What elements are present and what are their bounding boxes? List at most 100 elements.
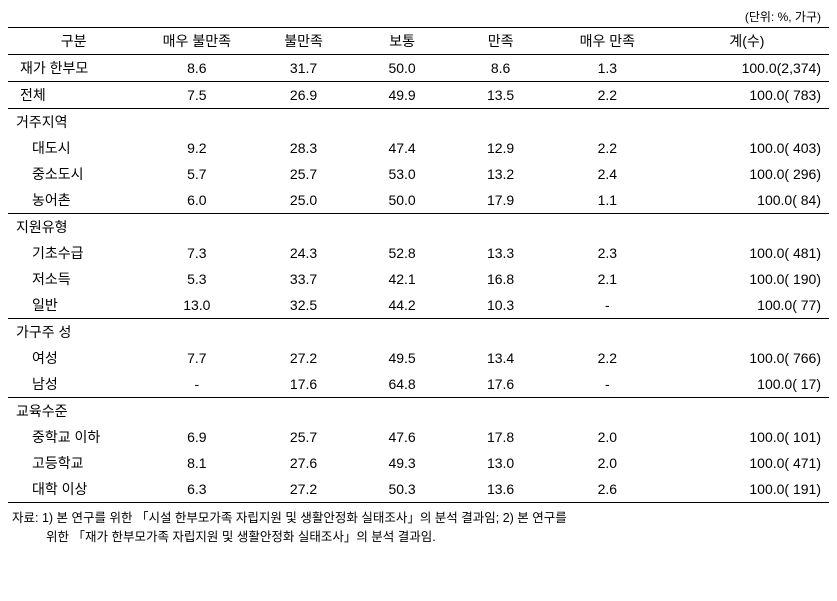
cell-satisfied: 17.6: [451, 371, 550, 398]
cell-satisfied: 13.3: [451, 240, 550, 266]
cell-total: 100.0( 766): [665, 345, 829, 371]
cell-label: 중소도시: [8, 161, 139, 187]
cell-very-satisfied: 2.1: [550, 266, 665, 292]
section-header-row: 지원유형: [8, 214, 829, 241]
cell-total: 100.0( 783): [665, 82, 829, 109]
cell-very-satisfied: -: [550, 292, 665, 319]
cell-dissatisfied: 25.0: [254, 187, 353, 214]
cell-satisfied: 17.9: [451, 187, 550, 214]
cell-neutral: 49.5: [353, 345, 452, 371]
table-row: 남성-17.664.817.6-100.0( 17): [8, 371, 829, 398]
cell-dissatisfied: 27.6: [254, 450, 353, 476]
cell-neutral: 52.8: [353, 240, 452, 266]
cell-dissatisfied: 25.7: [254, 424, 353, 450]
cell-very-satisfied: 1.1: [550, 187, 665, 214]
cell-very-satisfied: 2.0: [550, 424, 665, 450]
cell-total: 100.0( 101): [665, 424, 829, 450]
cell-total: 100.0( 84): [665, 187, 829, 214]
cell-total: 100.0( 191): [665, 476, 829, 503]
cell-dissatisfied: 31.7: [254, 55, 353, 82]
cell-very-satisfied: 2.3: [550, 240, 665, 266]
cell-very-dissatisfied: 9.2: [139, 135, 254, 161]
unit-label: (단위: %, 가구): [8, 8, 829, 25]
cell-total: 100.0( 481): [665, 240, 829, 266]
cell-satisfied: 8.6: [451, 55, 550, 82]
cell-satisfied: 10.3: [451, 292, 550, 319]
table-row: 재가 한부모8.631.750.08.61.3100.0(2,374): [8, 55, 829, 82]
table-row: 일반13.032.544.210.3-100.0( 77): [8, 292, 829, 319]
cell-label: 남성: [8, 371, 139, 398]
cell-dissatisfied: 32.5: [254, 292, 353, 319]
footnote-line2: 위한 「재가 한부모가족 자립지원 및 생활안정화 실태조사」의 분석 결과임.: [12, 530, 436, 544]
cell-satisfied: 13.2: [451, 161, 550, 187]
cell-dissatisfied: 28.3: [254, 135, 353, 161]
cell-neutral: 49.9: [353, 82, 452, 109]
cell-very-satisfied: 2.0: [550, 450, 665, 476]
cell-very-satisfied: -: [550, 371, 665, 398]
section-header-row: 교육수준: [8, 398, 829, 425]
header-neutral: 보통: [353, 28, 452, 55]
cell-total: 100.0( 190): [665, 266, 829, 292]
header-dissatisfied: 불만족: [254, 28, 353, 55]
table-row: 저소득5.333.742.116.82.1100.0( 190): [8, 266, 829, 292]
cell-label: 대학 이상: [8, 476, 139, 503]
cell-neutral: 50.0: [353, 187, 452, 214]
cell-neutral: 50.3: [353, 476, 452, 503]
cell-neutral: 50.0: [353, 55, 452, 82]
cell-dissatisfied: 27.2: [254, 345, 353, 371]
cell-label: 일반: [8, 292, 139, 319]
header-satisfied: 만족: [451, 28, 550, 55]
cell-total: 100.0( 77): [665, 292, 829, 319]
cell-very-dissatisfied: 7.3: [139, 240, 254, 266]
footnote: 자료: 1) 본 연구를 위한 「시설 한부모가족 자립지원 및 생활안정화 실…: [8, 509, 829, 547]
cell-very-dissatisfied: 6.0: [139, 187, 254, 214]
cell-dissatisfied: 33.7: [254, 266, 353, 292]
cell-neutral: 44.2: [353, 292, 452, 319]
cell-very-dissatisfied: -: [139, 371, 254, 398]
cell-neutral: 53.0: [353, 161, 452, 187]
cell-very-satisfied: 1.3: [550, 55, 665, 82]
cell-very-dissatisfied: 5.7: [139, 161, 254, 187]
cell-total: 100.0( 471): [665, 450, 829, 476]
cell-label: 전체: [8, 82, 139, 109]
table-row: 중소도시5.725.753.013.22.4100.0( 296): [8, 161, 829, 187]
cell-dissatisfied: 17.6: [254, 371, 353, 398]
table-row: 전체7.526.949.913.52.2100.0( 783): [8, 82, 829, 109]
cell-label: 중학교 이하: [8, 424, 139, 450]
cell-label: 여성: [8, 345, 139, 371]
cell-very-satisfied: 2.6: [550, 476, 665, 503]
cell-satisfied: 13.0: [451, 450, 550, 476]
table-row: 중학교 이하6.925.747.617.82.0100.0( 101): [8, 424, 829, 450]
header-category: 구분: [8, 28, 139, 55]
table-row: 기초수급7.324.352.813.32.3100.0( 481): [8, 240, 829, 266]
cell-neutral: 49.3: [353, 450, 452, 476]
table-row: 고등학교8.127.649.313.02.0100.0( 471): [8, 450, 829, 476]
cell-very-satisfied: 2.2: [550, 82, 665, 109]
table-row: 대학 이상6.327.250.313.62.6100.0( 191): [8, 476, 829, 503]
section-header-row: 거주지역: [8, 109, 829, 136]
section-title: 거주지역: [8, 109, 829, 136]
cell-satisfied: 13.6: [451, 476, 550, 503]
cell-very-dissatisfied: 5.3: [139, 266, 254, 292]
cell-satisfied: 16.8: [451, 266, 550, 292]
cell-neutral: 47.6: [353, 424, 452, 450]
section-header-row: 가구주 성: [8, 319, 829, 346]
cell-satisfied: 13.4: [451, 345, 550, 371]
cell-satisfied: 12.9: [451, 135, 550, 161]
cell-total: 100.0( 296): [665, 161, 829, 187]
cell-very-dissatisfied: 7.5: [139, 82, 254, 109]
cell-very-satisfied: 2.2: [550, 345, 665, 371]
table-row: 대도시9.228.347.412.92.2100.0( 403): [8, 135, 829, 161]
cell-label: 기초수급: [8, 240, 139, 266]
cell-dissatisfied: 27.2: [254, 476, 353, 503]
cell-total: 100.0(2,374): [665, 55, 829, 82]
cell-total: 100.0( 403): [665, 135, 829, 161]
header-very-dissatisfied: 매우 불만족: [139, 28, 254, 55]
cell-neutral: 47.4: [353, 135, 452, 161]
cell-label: 대도시: [8, 135, 139, 161]
cell-satisfied: 17.8: [451, 424, 550, 450]
cell-total: 100.0( 17): [665, 371, 829, 398]
cell-label: 고등학교: [8, 450, 139, 476]
cell-very-dissatisfied: 7.7: [139, 345, 254, 371]
header-row: 구분 매우 불만족 불만족 보통 만족 매우 만족 계(수): [8, 28, 829, 55]
